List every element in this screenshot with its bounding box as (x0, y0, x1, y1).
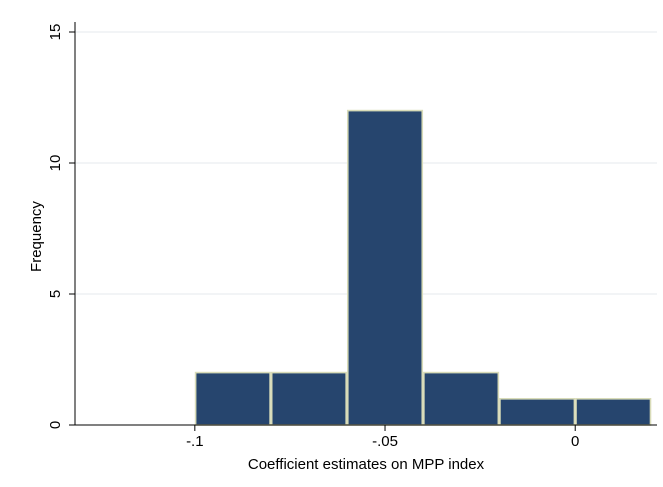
x-tick-label--.1: -.1 (186, 433, 204, 450)
histogram-bar-4 (423, 371, 500, 426)
histogram-bar-5 (499, 397, 576, 426)
x-tick-label--.05: -.05 (372, 433, 398, 450)
histogram-bar-2 (270, 371, 347, 426)
axes: 0 5 10 15 -.1 -.05 0 (47, 22, 657, 450)
y-tick-label-5: 5 (47, 290, 64, 298)
histogram-bar-3 (346, 109, 424, 426)
bars (194, 109, 652, 426)
y-tick-label-10: 10 (47, 155, 64, 172)
x-tick-label-0: 0 (571, 433, 579, 450)
histogram-bar-1 (194, 371, 271, 426)
histogram-bar-6 (575, 397, 652, 426)
x-axis-title: Coefficient estimates on MPP index (248, 456, 485, 473)
y-tick-label-15: 15 (47, 24, 64, 41)
y-tick-label-0: 0 (47, 421, 64, 429)
y-axis-title: Frequency (28, 201, 45, 272)
